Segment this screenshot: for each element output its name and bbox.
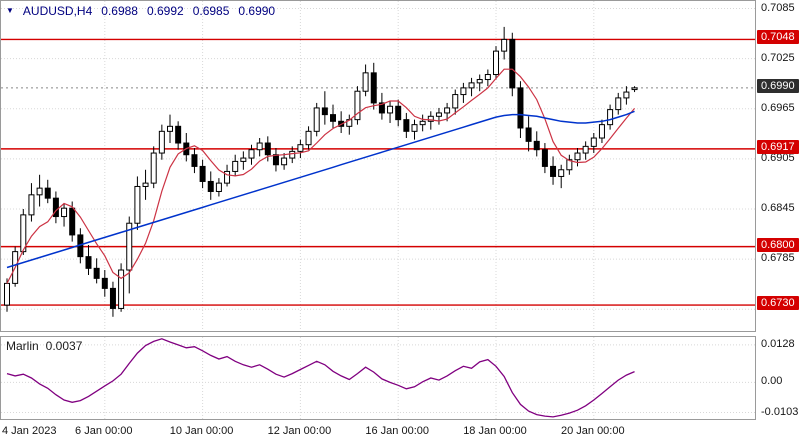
time-axis-label: 18 Jan 00:00 xyxy=(463,425,527,437)
indicator-axis-label: -0.0103 xyxy=(761,405,799,418)
price-axis[interactable]: 0.7085 0.7025 0.6965 0.6905 0.6845 0.6785 0.70… xyxy=(756,0,809,443)
marlin-indicator-chart xyxy=(1,337,755,419)
candlestick-chart xyxy=(1,1,755,331)
time-axis-label: 4 Jan 2023 xyxy=(2,425,57,437)
time-axis-label: 16 Jan 00:00 xyxy=(365,425,429,437)
time-axis[interactable]: 4 Jan 2023 6 Jan 00:00 10 Jan 00:00 12 Jan … xyxy=(0,420,756,443)
indicator-value: 0.0037 xyxy=(45,339,83,353)
level-price-badge: 0.7048 xyxy=(757,30,799,45)
current-price-badge: 0.6990 xyxy=(757,78,799,93)
time-axis-label: 12 Jan 00:00 xyxy=(267,425,332,437)
price-axis-label: 0.7085 xyxy=(761,1,795,14)
indicator-axis-label: 0.0128 xyxy=(761,337,795,350)
level-price-badge: 0.6917 xyxy=(757,139,799,154)
indicator-axis-label: 0.00 xyxy=(761,375,783,388)
price-axis-label: 0.6965 xyxy=(761,101,795,114)
time-axis-label: 6 Jan 00:00 xyxy=(75,425,133,437)
quote-high: 0.6992 xyxy=(146,4,184,18)
quote-open: 0.6988 xyxy=(101,4,138,18)
price-axis-label: 0.6845 xyxy=(761,202,795,215)
marlin-indicator-panel[interactable]: Marlin 0.0037 xyxy=(0,336,756,420)
indicator-header: Marlin 0.0037 xyxy=(6,339,82,353)
indicator-name: Marlin xyxy=(6,339,39,353)
quote-close: 0.6990 xyxy=(238,4,276,18)
price-axis-label: 0.7025 xyxy=(761,51,795,64)
symbol-dropdown-icon[interactable]: ▼ xyxy=(6,6,14,15)
time-axis-label: 10 Jan 00:00 xyxy=(169,425,234,437)
price-chart-panel[interactable]: ▼ AUDUSD,H4 0.6988 0.6992 0.6985 0.6990 xyxy=(0,0,756,332)
quote-low: 0.6985 xyxy=(192,4,230,18)
price-axis-label: 0.6785 xyxy=(761,252,795,265)
symbol-label: AUDUSD,H4 xyxy=(22,4,93,18)
chart-header: ▼ AUDUSD,H4 0.6988 0.6992 0.6985 0.6990 xyxy=(6,4,275,18)
time-axis-label: 20 Jan 00:00 xyxy=(560,425,625,437)
level-price-badge: 0.6730 xyxy=(757,296,799,311)
price-axis-label: 0.6905 xyxy=(761,151,795,164)
level-price-badge: 0.6800 xyxy=(757,237,799,252)
